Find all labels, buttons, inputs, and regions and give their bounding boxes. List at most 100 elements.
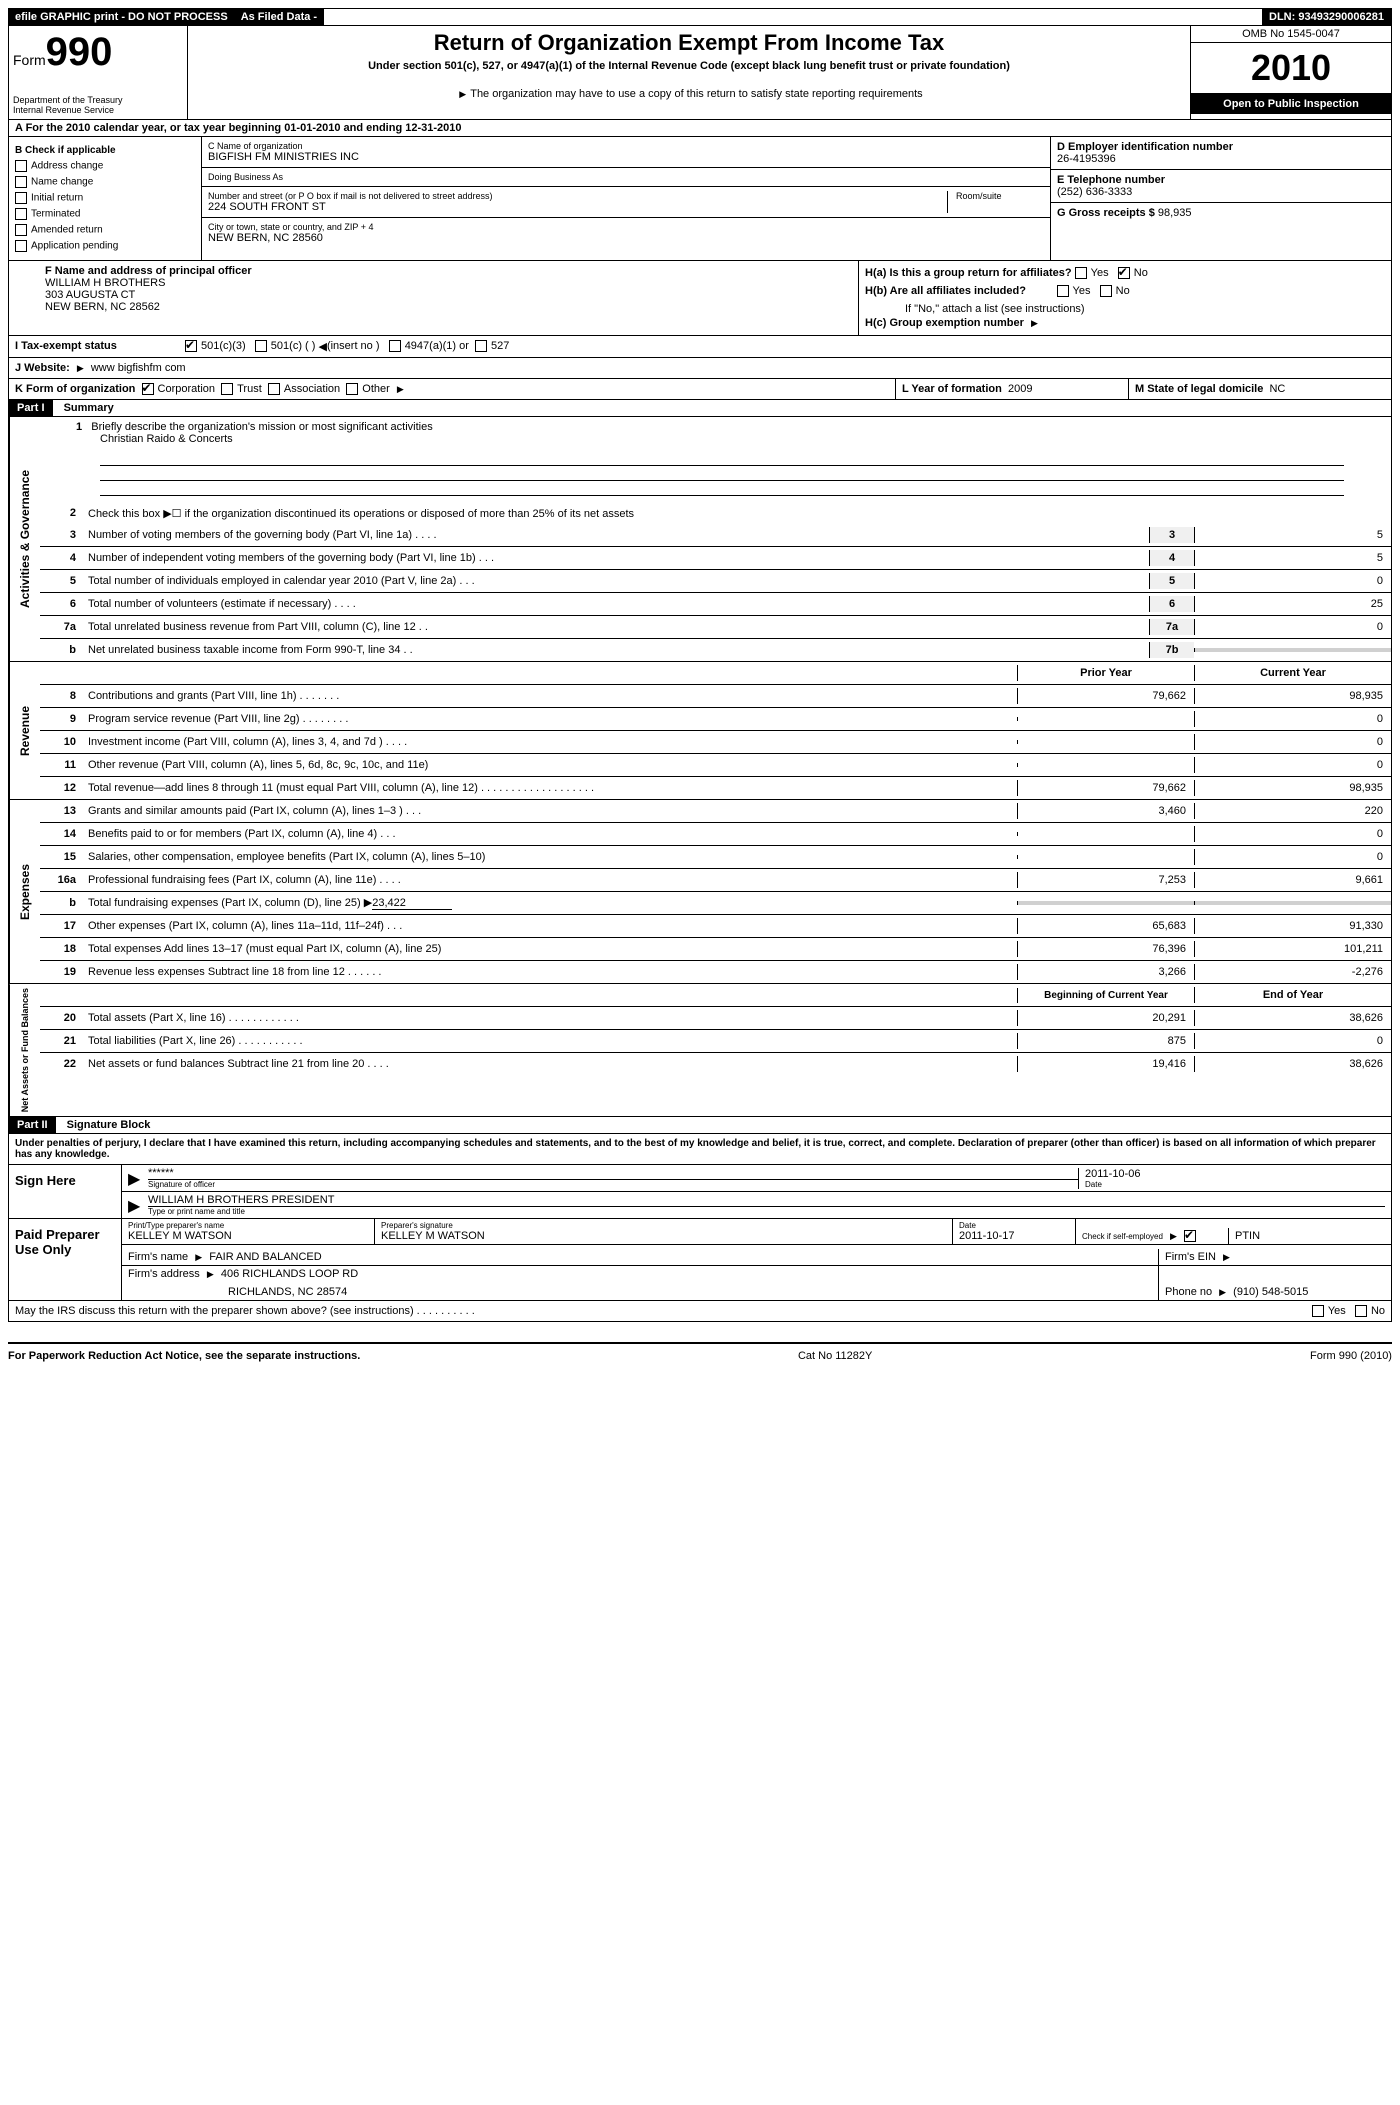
room-label: Room/suite <box>956 191 1036 201</box>
klm-row: K Form of organization Corporation Trust… <box>8 379 1392 400</box>
checkbox-501c3[interactable] <box>185 340 197 352</box>
checkbox-ha-no[interactable] <box>1118 267 1130 279</box>
checkbox-amended[interactable] <box>15 224 27 236</box>
omb-number: OMB No 1545-0047 <box>1191 26 1391 43</box>
c17: 91,330 <box>1194 918 1391 934</box>
part2-title: Signature Block <box>67 1119 151 1131</box>
arrow-icon <box>1215 1286 1230 1298</box>
checkbox-4947[interactable] <box>389 340 401 352</box>
box-k: K Form of organization Corporation Trust… <box>9 379 896 399</box>
officer-addr1: 303 AUGUSTA CT <box>45 289 852 301</box>
form-subtitle: Under section 501(c), 527, or 4947(a)(1)… <box>192 60 1186 72</box>
officer-name: WILLIAM H BROTHERS <box>45 277 852 289</box>
hc-label: H(c) Group exemption number <box>865 317 1024 329</box>
checkbox-501c[interactable] <box>255 340 267 352</box>
checkbox-other[interactable] <box>346 383 358 395</box>
val4: 5 <box>1194 550 1391 566</box>
form-word: Form <box>13 52 46 68</box>
form-title: Return of Organization Exempt From Incom… <box>192 30 1186 56</box>
firm-city: RICHLANDS, NC 28574 <box>228 1286 1152 1298</box>
box-m-val: NC <box>1269 383 1285 395</box>
p11 <box>1017 763 1194 767</box>
firm-addr-label: Firm's address <box>128 1268 200 1280</box>
firm-addr: 406 RICHLANDS LOOP RD <box>221 1268 358 1280</box>
arrow-icon <box>1166 1230 1181 1242</box>
hb-label: H(b) Are all affiliates included? <box>865 285 1026 297</box>
checkbox-trust[interactable] <box>221 383 233 395</box>
firm-name-label: Firm's name <box>128 1251 188 1263</box>
firm-name: FAIR AND BALANCED <box>209 1251 321 1263</box>
p9 <box>1017 717 1194 721</box>
val5: 0 <box>1194 573 1391 589</box>
checkbox-hb-yes[interactable] <box>1057 285 1069 297</box>
label-amended: Amended return <box>31 225 103 236</box>
hb-no: No <box>1116 285 1130 297</box>
checkbox-address-change[interactable] <box>15 160 27 172</box>
checkbox-hb-no[interactable] <box>1100 285 1112 297</box>
checkbox-discuss-yes[interactable] <box>1312 1305 1324 1317</box>
arrow-icon <box>1027 317 1042 329</box>
line8: Contributions and grants (Part VIII, lin… <box>82 688 1017 704</box>
p21: 875 <box>1017 1033 1194 1049</box>
box-m: M State of legal domicile NC <box>1129 379 1391 399</box>
city: NEW BERN, NC 28560 <box>208 232 1044 244</box>
checkbox-name-change[interactable] <box>15 176 27 188</box>
line2: Check this box ▶☐ if the organization di… <box>82 505 1391 522</box>
p10 <box>1017 740 1194 744</box>
line1-text: Briefly describe the organization's miss… <box>91 421 432 433</box>
label-address-change: Address change <box>31 161 103 172</box>
preparer-date: 2011-10-17 <box>959 1230 1069 1242</box>
c11: 0 <box>1194 757 1391 773</box>
ha-yes: Yes <box>1091 267 1109 279</box>
box-j: J Website: www bigfishfm com <box>8 358 1392 379</box>
irs: Internal Revenue Service <box>13 105 183 115</box>
end-header: End of Year <box>1194 987 1391 1003</box>
line18: Total expenses Add lines 13–17 (must equ… <box>82 941 1017 957</box>
arrow-icon <box>191 1251 206 1263</box>
box-g-val: 98,935 <box>1158 207 1192 219</box>
header-left: Form990 Department of the Treasury Inter… <box>9 26 188 119</box>
checkbox-527[interactable] <box>475 340 487 352</box>
officer-addr2: NEW BERN, NC 28562 <box>45 301 852 313</box>
box-g-label: G Gross receipts $ <box>1057 207 1155 219</box>
label-name-change: Name change <box>31 177 93 188</box>
label-app-pending: Application pending <box>31 241 118 252</box>
checkbox-discuss-no[interactable] <box>1355 1305 1367 1317</box>
checkbox-terminated[interactable] <box>15 208 27 220</box>
box-l: L Year of formation 2009 <box>896 379 1129 399</box>
sig-stars: ****** <box>148 1167 1078 1179</box>
checkbox-initial-return[interactable] <box>15 192 27 204</box>
ptin-label: PTIN <box>1229 1228 1391 1244</box>
line21: Total liabilities (Part X, line 26) . . … <box>82 1033 1017 1049</box>
begin-header: Beginning of Current Year <box>1017 988 1194 1003</box>
line7b: Net unrelated business taxable income fr… <box>82 642 1149 658</box>
discuss-row: May the IRS discuss this return with the… <box>9 1300 1391 1321</box>
label-501c3: 501(c)(3) <box>201 340 246 353</box>
side-netassets: Net Assets or Fund Balances <box>9 984 40 1116</box>
checkbox-corp[interactable] <box>142 383 154 395</box>
current-year-header: Current Year <box>1194 665 1391 681</box>
box-d-label: D Employer identification number <box>1057 141 1385 153</box>
dba-label: Doing Business As <box>208 172 1044 182</box>
info-right: D Employer identification number 26-4195… <box>1050 137 1391 260</box>
checkbox-self-employed[interactable] <box>1184 1230 1196 1242</box>
checkbox-app-pending[interactable] <box>15 240 27 252</box>
p20: 20,291 <box>1017 1010 1194 1026</box>
p16a: 7,253 <box>1017 872 1194 888</box>
arrow-icon <box>1219 1251 1234 1263</box>
arrow-icon: ▶ <box>128 1196 148 1216</box>
form-number: 990 <box>46 30 113 74</box>
revenue-section: Revenue Prior YearCurrent Year 8Contribu… <box>8 662 1392 800</box>
org-name-label: C Name of organization <box>208 141 1044 151</box>
org-name: BIGFISH FM MINISTRIES INC <box>208 151 1044 163</box>
hb-yes: Yes <box>1073 285 1091 297</box>
sig-date: 2011-10-06 <box>1085 1168 1385 1180</box>
paid-preparer-label: Paid Preparer Use Only <box>9 1219 122 1300</box>
line22: Net assets or fund balances Subtract lin… <box>82 1056 1017 1072</box>
ha-label: H(a) Is this a group return for affiliat… <box>865 267 1072 279</box>
line16a: Professional fundraising fees (Part IX, … <box>82 872 1017 888</box>
label-initial-return: Initial return <box>31 193 83 204</box>
checkbox-assoc[interactable] <box>268 383 280 395</box>
line9: Program service revenue (Part VIII, line… <box>82 711 1017 727</box>
checkbox-ha-yes[interactable] <box>1075 267 1087 279</box>
